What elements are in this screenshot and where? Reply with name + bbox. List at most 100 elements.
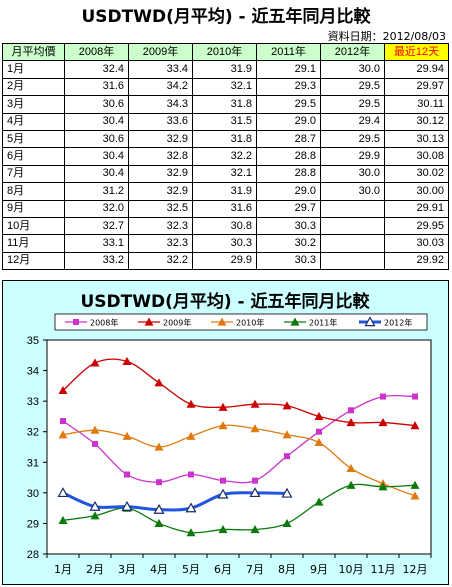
y-tick-label: 29 xyxy=(27,518,39,530)
monthly-average-table: 月平均價 2008年 2009年 2010年 2011年 2012年 最近12天… xyxy=(2,42,449,271)
value-cell: 30.6 xyxy=(64,129,129,149)
value-cell: 30.0 xyxy=(320,182,385,201)
data-point xyxy=(282,518,292,528)
value-cell: 29.5 xyxy=(320,77,385,97)
x-tick-label: 12月 xyxy=(403,563,428,576)
value-cell: 31.8 xyxy=(192,95,257,114)
data-point xyxy=(281,487,293,498)
month-cell: 5月 xyxy=(2,129,65,149)
data-point xyxy=(58,515,68,524)
y-tick-label: 30 xyxy=(27,488,39,500)
value-cell: 32.1 xyxy=(192,164,257,184)
data-point xyxy=(154,442,164,451)
data-point xyxy=(58,430,68,439)
table-row: 2月 31.6 34.2 32.1 29.3 29.5 29.97 xyxy=(2,77,449,97)
value-cell: 32.1 xyxy=(192,77,257,97)
value-cell: 30.0 xyxy=(320,60,385,79)
value-cell: 31.9 xyxy=(192,182,257,201)
month-cell: 10月 xyxy=(2,216,65,236)
data-point xyxy=(218,421,228,430)
value-cell: 32.9 xyxy=(128,129,193,149)
value-cell: 31.9 xyxy=(192,60,257,79)
value-cell: 29.5 xyxy=(320,129,385,149)
table-row: 12月 33.2 32.2 29.9 30.3 29.92 xyxy=(2,251,449,271)
value-cell: 30.12 xyxy=(384,112,449,131)
legend-label: 2008年 xyxy=(90,318,118,328)
legend-box xyxy=(54,313,428,331)
value-cell: 33.6 xyxy=(128,112,193,131)
data-point xyxy=(58,385,68,395)
column-header: 2011年 xyxy=(256,42,321,62)
value-cell: 30.8 xyxy=(192,216,257,236)
value-cell: 32.3 xyxy=(128,234,193,253)
y-tick-label: 33 xyxy=(27,396,39,408)
legend-label: 2010年 xyxy=(236,318,264,328)
legend-label: 2009年 xyxy=(163,318,191,328)
value-cell: 29.7 xyxy=(256,199,321,218)
value-cell: 32.7 xyxy=(64,216,129,236)
y-tick-label: 31 xyxy=(27,457,39,469)
data-date: 資料日期：2012/08/03 xyxy=(327,30,446,43)
value-cell: 29.4 xyxy=(320,112,385,131)
value-cell: 30.03 xyxy=(384,234,449,253)
value-cell: 30.2 xyxy=(256,234,321,253)
value-cell: 31.5 xyxy=(192,112,257,131)
value-cell: 29.0 xyxy=(256,112,321,131)
data-point xyxy=(218,525,228,534)
month-cell: 6月 xyxy=(2,147,65,166)
value-cell: 30.02 xyxy=(384,164,449,184)
data-point xyxy=(90,425,100,434)
x-tick-label: 6月 xyxy=(214,563,232,576)
data-point xyxy=(122,356,132,365)
value-cell: 31.6 xyxy=(64,77,129,97)
data-point xyxy=(57,487,69,498)
value-cell: 28.8 xyxy=(256,164,321,184)
data-point xyxy=(346,463,356,472)
value-cell: 32.9 xyxy=(128,164,193,184)
value-cell: 30.11 xyxy=(384,95,449,114)
data-point xyxy=(314,411,324,421)
value-cell: 32.9 xyxy=(128,182,193,201)
column-header: 月平均價 xyxy=(2,42,65,62)
data-point xyxy=(249,487,261,498)
x-tick-label: 5月 xyxy=(182,563,200,576)
value-cell: 29.9 xyxy=(192,251,257,271)
value-cell xyxy=(320,216,385,236)
column-header: 2009年 xyxy=(128,42,193,62)
x-tick-label: 1月 xyxy=(54,563,72,576)
value-cell: 29.5 xyxy=(320,95,385,114)
value-cell: 30.6 xyxy=(64,95,129,114)
column-header: 2010年 xyxy=(192,42,257,62)
page-title: USDTWD(月平均) - 近五年同月比較 xyxy=(81,7,371,27)
data-point xyxy=(154,518,164,528)
column-header-latest: 最近12天 xyxy=(384,42,449,62)
month-cell: 1月 xyxy=(2,60,65,79)
value-cell: 29.95 xyxy=(384,216,449,236)
legend-label: 2012年 xyxy=(384,318,412,328)
value-cell: 30.13 xyxy=(384,129,449,149)
table-row: 4月 30.4 33.6 31.5 29.0 29.4 30.12 xyxy=(2,112,449,131)
month-cell: 12月 xyxy=(2,251,65,271)
value-cell: 32.8 xyxy=(128,147,193,166)
data-point xyxy=(60,418,66,425)
table-header-row: 月平均價 2008年 2009年 2010年 2011年 2012年 最近12天 xyxy=(2,42,449,62)
column-header: 2008年 xyxy=(64,42,129,62)
series-line xyxy=(62,358,416,427)
legend-marker xyxy=(364,316,376,327)
data-point xyxy=(154,378,164,387)
value-cell: 30.0 xyxy=(320,164,385,184)
column-header: 2012年 xyxy=(320,42,385,62)
data-point xyxy=(378,482,388,491)
value-cell: 31.8 xyxy=(192,129,257,149)
x-tick-label: 2月 xyxy=(86,563,104,576)
chart-area: USDTWD(月平均) - 近五年同月比較 2008年 2009年 2010年 2011… xyxy=(2,280,449,585)
value-cell: 32.0 xyxy=(64,199,129,218)
data-point xyxy=(282,430,292,439)
x-tick-label: 11月 xyxy=(371,563,396,576)
line-chart: USDTWD(月平均) - 近五年同月比較 2008年 2009年 2010年 2011… xyxy=(27,291,432,576)
value-cell: 28.7 xyxy=(256,129,321,149)
value-cell: 28.8 xyxy=(256,147,321,166)
data-point xyxy=(185,502,197,513)
x-tick-label: 3月 xyxy=(118,563,136,576)
value-cell: 29.92 xyxy=(384,251,449,271)
